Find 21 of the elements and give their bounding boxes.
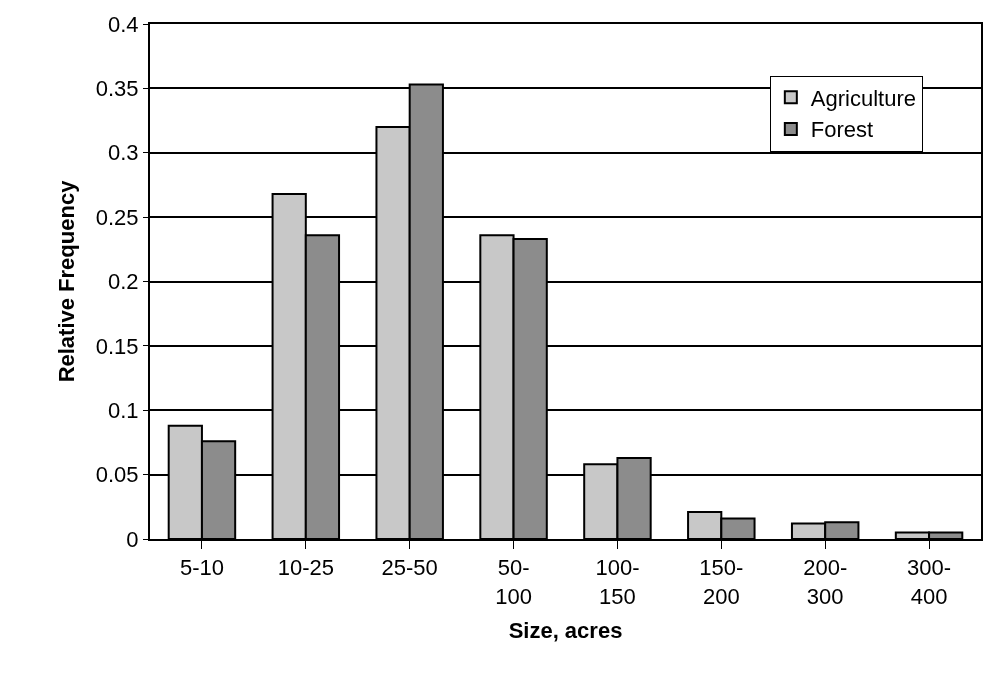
x-tick-label: 150-200	[699, 555, 744, 609]
y-tick-label: 0.35	[95, 76, 139, 102]
y-tick-label: 0	[126, 526, 139, 552]
y-tick-label: 0.2	[108, 269, 139, 295]
x-tick-label: 50-100	[495, 555, 532, 609]
y-tick-label: 0.4	[108, 11, 139, 37]
y-tick-label: 0.3	[108, 140, 139, 166]
y-tick-label: 0.25	[95, 204, 139, 230]
x-tick-label: 200-300	[803, 555, 848, 609]
x-tick-label: 5-10	[179, 555, 224, 581]
x-tick-label: 100-150	[595, 555, 640, 609]
y-axis-title: Relative Frequency	[54, 179, 80, 383]
y-tick-label: 0.05	[95, 462, 139, 488]
legend-label: Agriculture	[810, 85, 916, 111]
legend-label: Forest	[810, 117, 874, 143]
x-tick-label: 10-25	[277, 555, 334, 581]
y-tick-label: 0.1	[108, 397, 139, 423]
x-tick-label: 25-50	[381, 555, 438, 581]
x-axis-title: Size, acres	[508, 618, 623, 644]
y-tick-label: 0.15	[95, 333, 139, 359]
x-tick-label: 300-400	[907, 555, 952, 609]
